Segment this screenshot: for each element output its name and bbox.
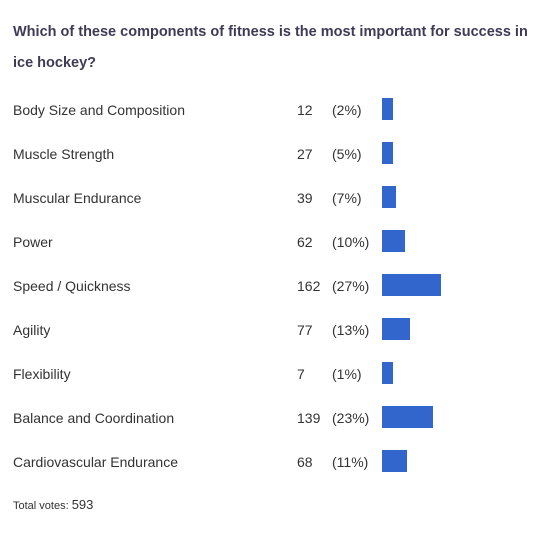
option-percent: (23%): [332, 410, 370, 426]
option-label: Power: [13, 234, 53, 250]
option-vote-count: 27: [297, 146, 313, 162]
option-bar: [382, 450, 407, 472]
option-bar: [382, 362, 393, 384]
option-vote-count: 39: [297, 190, 313, 206]
option-label: Agility: [13, 322, 51, 338]
option-label: Muscle Strength: [13, 146, 115, 162]
option-percent: (27%): [332, 278, 370, 294]
option-vote-count: 77: [297, 322, 313, 338]
option-label: Muscular Endurance: [13, 190, 142, 206]
total-votes-value: 593: [71, 497, 94, 512]
option-percent: (11%): [332, 454, 369, 470]
option-bar: [382, 142, 393, 164]
option-percent: (10%): [332, 234, 370, 250]
poll-question: Which of these components of fitness is …: [13, 24, 528, 71]
poll-option-row: Flexibility 7 (1%): [0, 352, 552, 396]
option-vote-count: 68: [297, 454, 313, 470]
option-label: Flexibility: [13, 366, 71, 382]
poll-option-row: Balance and Coordination 139 (23%): [0, 396, 552, 440]
option-bar: [382, 230, 405, 252]
option-vote-count: 7: [297, 366, 305, 382]
option-bar: [382, 98, 393, 120]
poll-option-row: Cardiovascular Endurance 68 (11%): [0, 440, 552, 484]
poll-results: Body Size and Composition 12 (2%) Muscle St…: [0, 88, 552, 484]
poll-option-row: Agility 77 (13%): [0, 308, 552, 352]
option-label: Balance and Coordination: [13, 410, 175, 426]
option-percent: (7%): [332, 190, 362, 206]
option-label: Cardiovascular Endurance: [13, 454, 178, 470]
option-percent: (5%): [332, 146, 362, 162]
poll-option-row: Muscular Endurance 39 (7%): [0, 176, 552, 220]
total-votes-label: Total votes:: [13, 500, 69, 512]
poll-option-row: Muscle Strength 27 (5%): [0, 132, 552, 176]
option-vote-count: 12: [297, 102, 313, 118]
poll-option-row: Speed / Quickness 162 (27%): [0, 264, 552, 308]
option-percent: (13%): [332, 322, 370, 338]
option-label: Speed / Quickness: [13, 278, 131, 294]
option-label: Body Size and Composition: [13, 102, 185, 118]
option-bar: [382, 186, 396, 208]
total-votes: Total votes: 593: [13, 497, 93, 512]
option-vote-count: 139: [297, 410, 321, 426]
poll-option-row: Body Size and Composition 12 (2%): [0, 88, 552, 132]
option-bar: [382, 406, 433, 428]
option-bar: [382, 274, 441, 296]
option-vote-count: 162: [297, 278, 321, 294]
option-percent: (1%): [332, 366, 362, 382]
poll-option-row: Power 62 (10%): [0, 220, 552, 264]
option-vote-count: 62: [297, 234, 313, 250]
option-bar: [382, 318, 410, 340]
option-percent: (2%): [332, 102, 362, 118]
